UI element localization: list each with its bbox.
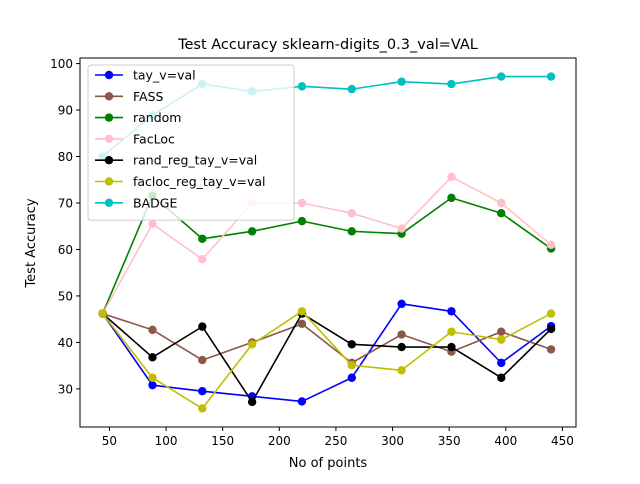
series-line [101, 303, 552, 403]
data-point [347, 360, 356, 370]
series-line [102, 310, 552, 410]
data-point [148, 373, 157, 382]
data-point [198, 387, 207, 396]
data-point [546, 309, 556, 318]
x-tick-label: 250 [324, 434, 347, 448]
data-point [198, 322, 207, 331]
data-point [347, 84, 356, 94]
data-point [297, 307, 307, 316]
y-tick-label: 50 [58, 289, 73, 303]
data-point [497, 373, 506, 382]
legend-marker [104, 198, 114, 207]
x-tick-label: 400 [494, 434, 517, 448]
x-tick-label: 100 [155, 434, 178, 448]
legend-label: FASS [133, 89, 164, 104]
legend-box [87, 64, 295, 221]
data-point [347, 373, 356, 382]
data-point [198, 255, 207, 264]
legend-label: tay_v=val [133, 68, 196, 83]
plot-frame [79, 57, 577, 428]
y-tick-label: 90 [58, 104, 73, 118]
series-line [102, 312, 552, 403]
data-point [247, 397, 257, 407]
data-point [397, 366, 406, 375]
x-tick-label: 350 [438, 434, 461, 448]
data-point [148, 219, 157, 229]
legend-marker [104, 156, 114, 165]
data-point [148, 325, 157, 335]
data-point [397, 224, 406, 233]
legend-label: facloc_reg_tay_v=val [133, 174, 266, 189]
data-point [546, 240, 556, 250]
data-point [546, 345, 556, 354]
series-rand_reg_tay_v=val [98, 309, 556, 407]
legend-marker [104, 134, 114, 144]
data-point [546, 324, 556, 334]
data-point [447, 307, 456, 316]
data-point [297, 216, 307, 226]
data-point [497, 72, 506, 81]
data-point [397, 299, 406, 309]
x-tick-label: 200 [268, 434, 291, 448]
legend-marker [104, 177, 114, 186]
x-tick-label: 150 [211, 434, 234, 448]
data-point [198, 404, 207, 413]
data-point [347, 209, 356, 218]
y-tick-label: 30 [58, 382, 73, 396]
y-tick-label: 60 [58, 243, 73, 257]
legend-label: BADGE [133, 195, 177, 210]
x-tick-label: 300 [381, 434, 404, 448]
data-point [497, 198, 506, 208]
y-tick-label: 100 [50, 57, 73, 71]
data-point [347, 340, 356, 349]
data-point [297, 319, 307, 329]
x-axis-label: No of points [289, 456, 368, 471]
data-point [198, 234, 207, 243]
x-tick-label: 50 [102, 434, 117, 448]
legend-label: rand_reg_tay_v=val [133, 153, 257, 168]
x-tick-label: 450 [551, 434, 574, 448]
series-tay_v=val [98, 299, 556, 406]
data-point [297, 397, 307, 406]
data-point [247, 227, 257, 236]
data-point [447, 327, 456, 336]
data-point [347, 227, 356, 236]
chart-title: Test Accuracy sklearn-digits_0.3_val=VAL [177, 37, 478, 53]
data-point [297, 82, 307, 91]
data-point [397, 342, 406, 352]
legend-label: random [133, 110, 181, 125]
legend: tay_v=val FASS random FacLoc rand_reg_tay_v=… [87, 64, 295, 221]
y-tick-label: 70 [58, 196, 73, 210]
legend-label: FacLoc [133, 131, 175, 146]
data-point [497, 327, 506, 336]
data-point [447, 172, 456, 182]
legend-marker [104, 92, 114, 101]
series-line [101, 176, 552, 314]
y-tick-label: 80 [58, 150, 73, 164]
data-point [497, 335, 506, 344]
data-point [247, 340, 257, 349]
data-point [148, 380, 157, 390]
legend-marker [104, 113, 114, 122]
data-point [546, 72, 556, 81]
plot-area: 50 100 150 200 250 300 350 400 450 30 40 50 60 70 80 90… [50, 57, 577, 448]
data-point [397, 330, 406, 339]
y-tick-label: 40 [58, 336, 73, 350]
data-point [447, 342, 456, 352]
data-point [447, 193, 456, 203]
data-point [148, 353, 157, 362]
data-point [497, 209, 506, 218]
data-point [447, 79, 456, 89]
data-point [397, 77, 406, 86]
data-point [198, 355, 207, 365]
data-point [497, 358, 506, 368]
series-facloc_reg_tay_v=val [98, 307, 556, 413]
y-axis-label: Test Accuracy [24, 198, 39, 288]
data-point [297, 198, 307, 208]
data-point [98, 309, 107, 318]
legend-marker [104, 70, 114, 80]
series-line [102, 312, 552, 364]
